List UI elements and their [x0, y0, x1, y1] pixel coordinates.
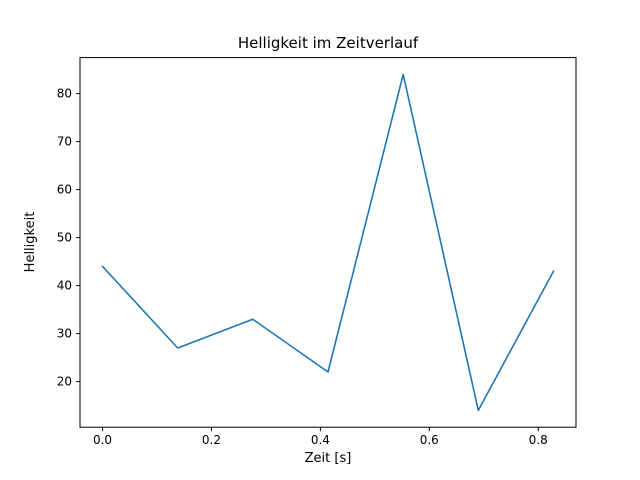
chart-title: Helligkeit im Zeitverlauf [238, 34, 419, 52]
y-tick-label: 20 [57, 375, 72, 389]
y-tick-label: 80 [57, 87, 72, 101]
x-tick-label: 0.0 [93, 433, 112, 447]
y-axis-label: Helligkeit [23, 212, 38, 273]
x-tick-label: 0.8 [529, 433, 548, 447]
data-series-line [101, 73, 555, 412]
y-tick-label: 60 [57, 183, 72, 197]
y-tick-label: 30 [57, 327, 72, 341]
y-tick-label: 40 [57, 279, 72, 293]
x-tick-label: 0.2 [202, 433, 221, 447]
x-tick-label: 0.4 [311, 433, 330, 447]
y-tick-label: 70 [57, 135, 72, 149]
x-axis-ticks: 0.0 0.2 0.4 0.6 0.8 [93, 427, 548, 447]
x-axis-label: Zeit [s] [305, 451, 352, 466]
y-axis-ticks: 20 30 40 50 60 70 80 [57, 87, 80, 389]
plot-border [79, 57, 577, 428]
y-tick-label: 50 [57, 231, 72, 245]
x-tick-label: 0.6 [420, 433, 439, 447]
